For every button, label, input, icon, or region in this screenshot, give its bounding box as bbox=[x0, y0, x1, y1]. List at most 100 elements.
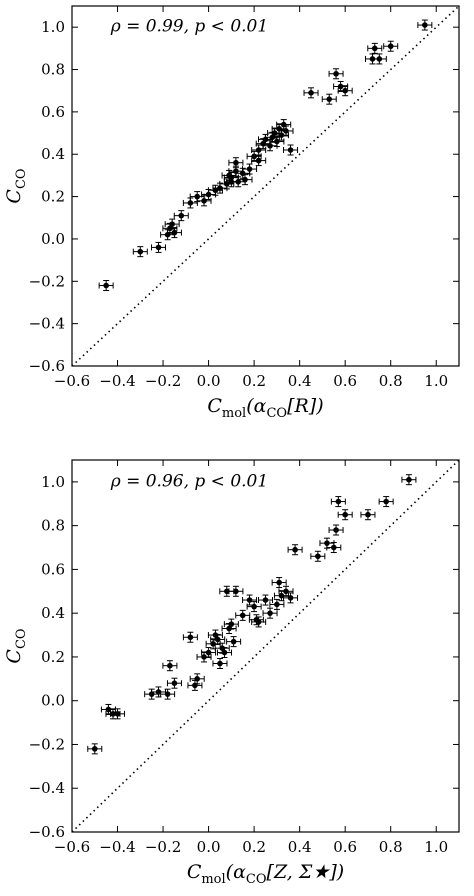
data-marker bbox=[333, 527, 339, 533]
data-point bbox=[360, 509, 376, 521]
data-point bbox=[166, 677, 182, 689]
data-point bbox=[251, 144, 267, 156]
data-marker bbox=[91, 746, 98, 752]
data-marker bbox=[212, 187, 219, 194]
data-marker bbox=[387, 43, 394, 50]
data-marker bbox=[205, 649, 212, 656]
data-marker bbox=[219, 645, 226, 651]
y-tick-label: −0.6 bbox=[29, 823, 65, 841]
data-point bbox=[271, 577, 287, 589]
data-point bbox=[205, 638, 221, 650]
data-point bbox=[251, 155, 267, 167]
data-point bbox=[237, 174, 253, 186]
data-marker bbox=[171, 229, 178, 236]
x-tick-label: −0.6 bbox=[54, 372, 90, 390]
data-point bbox=[228, 157, 244, 169]
y-tick-label: 0.6 bbox=[41, 560, 65, 578]
x-tick-label: −0.4 bbox=[99, 838, 135, 856]
x-tick-label: 0.0 bbox=[197, 838, 221, 856]
data-marker bbox=[255, 157, 262, 164]
data-marker bbox=[251, 153, 257, 160]
data-marker bbox=[269, 134, 276, 141]
data-point bbox=[182, 631, 198, 643]
data-point bbox=[160, 688, 176, 700]
y-tick-label: 0.4 bbox=[41, 145, 65, 163]
x-tick-label: 0.2 bbox=[242, 372, 266, 390]
data-marker bbox=[164, 691, 171, 697]
data-point bbox=[235, 609, 251, 621]
data-marker bbox=[210, 641, 216, 647]
data-marker bbox=[201, 198, 207, 204]
x-tick-label: −0.2 bbox=[145, 372, 181, 390]
data-marker bbox=[221, 649, 228, 656]
x-axis-label: Cmol(αCO[Z, Σ★]) bbox=[187, 861, 344, 887]
one-to-one-line bbox=[71, 459, 460, 833]
data-marker bbox=[230, 638, 237, 645]
data-point bbox=[210, 633, 226, 645]
data-marker bbox=[315, 553, 321, 560]
data-point bbox=[207, 184, 223, 196]
plot-frame bbox=[71, 5, 460, 367]
data-marker bbox=[376, 56, 383, 62]
data-point bbox=[246, 601, 262, 613]
data-point bbox=[100, 703, 116, 715]
data-marker bbox=[406, 476, 412, 483]
data-marker bbox=[251, 603, 257, 610]
data-marker bbox=[169, 221, 175, 227]
data-marker bbox=[342, 87, 348, 94]
data-point bbox=[217, 647, 233, 659]
data-marker bbox=[217, 185, 223, 191]
x-tick-label: 0.8 bbox=[379, 372, 403, 390]
x-tick-label: −0.4 bbox=[99, 372, 135, 390]
data-point bbox=[223, 176, 239, 188]
x-tick-label: 0.4 bbox=[288, 372, 312, 390]
data-marker bbox=[326, 96, 333, 102]
y-tick-label: −0.2 bbox=[29, 272, 65, 290]
data-point bbox=[337, 85, 353, 97]
data-marker bbox=[337, 83, 344, 90]
data-marker bbox=[224, 181, 230, 187]
data-marker bbox=[226, 172, 232, 179]
x-tick-label: −0.2 bbox=[145, 838, 181, 856]
y-tick-label: 0.8 bbox=[41, 61, 65, 79]
data-point bbox=[110, 708, 126, 720]
data-point bbox=[212, 658, 228, 670]
data-point bbox=[383, 40, 399, 52]
one-to-one-line bbox=[71, 5, 460, 367]
data-point bbox=[417, 19, 433, 31]
data-point bbox=[223, 618, 239, 630]
y-tick-label: 0.2 bbox=[41, 188, 65, 206]
x-tick-label: 0.4 bbox=[288, 838, 312, 856]
data-marker bbox=[255, 147, 262, 153]
y-axis-label: CCO bbox=[3, 628, 29, 663]
x-tick-label: 0.2 bbox=[242, 838, 266, 856]
data-point bbox=[287, 544, 303, 556]
y-axis-label: CCO bbox=[3, 168, 29, 203]
data-point bbox=[166, 227, 182, 239]
data-marker bbox=[239, 612, 246, 619]
data-point bbox=[269, 136, 285, 148]
data-marker bbox=[283, 588, 289, 595]
data-marker bbox=[194, 193, 201, 200]
y-tick-label: 0.4 bbox=[41, 604, 65, 622]
scatter-panel-2: −0.6 −0.4 −0.2 0.0 0.2 0.4 0.6 0.8 1.0 −0.6 −0.4 −0… bbox=[3, 459, 460, 887]
y-tick-label: 1.0 bbox=[41, 473, 65, 491]
data-marker bbox=[178, 212, 185, 219]
y-tick-label: 0.8 bbox=[41, 517, 65, 535]
data-marker bbox=[324, 540, 330, 546]
data-point bbox=[226, 636, 242, 648]
data-point bbox=[278, 125, 294, 137]
data-marker bbox=[267, 142, 273, 149]
data-marker bbox=[335, 498, 342, 505]
data-marker bbox=[365, 511, 371, 518]
data-point bbox=[151, 241, 167, 253]
x-tick-label: 1.0 bbox=[424, 838, 448, 856]
data-marker bbox=[330, 544, 337, 551]
data-marker bbox=[187, 634, 194, 641]
x-tick-label: −0.6 bbox=[54, 838, 90, 856]
data-marker bbox=[262, 597, 269, 603]
x-tick-label: 0.6 bbox=[333, 838, 357, 856]
data-point bbox=[278, 585, 294, 597]
data-point bbox=[228, 585, 244, 597]
data-point bbox=[401, 474, 417, 486]
